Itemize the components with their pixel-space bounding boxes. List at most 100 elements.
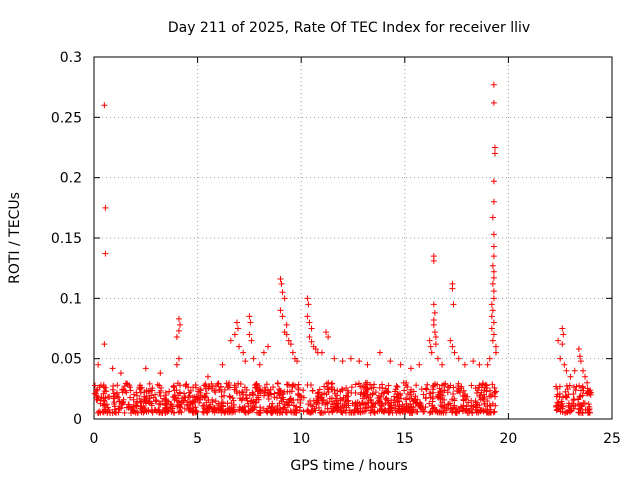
data-point xyxy=(177,390,184,397)
data-point xyxy=(229,394,236,401)
data-point xyxy=(573,383,580,390)
data-point xyxy=(239,388,246,395)
data-point xyxy=(308,325,315,332)
data-point xyxy=(348,409,355,416)
data-point xyxy=(426,409,433,416)
data-point xyxy=(178,409,185,416)
data-point xyxy=(355,380,362,387)
data-point xyxy=(204,373,211,380)
data-point xyxy=(295,391,302,398)
data-point xyxy=(352,381,359,388)
data-point xyxy=(325,409,332,416)
data-point xyxy=(456,389,463,396)
data-point xyxy=(247,319,254,326)
data-point xyxy=(141,408,148,415)
data-point xyxy=(376,349,383,356)
data-point xyxy=(431,309,438,316)
data-point xyxy=(168,401,175,408)
data-point xyxy=(404,383,411,390)
data-point xyxy=(587,391,594,398)
data-point xyxy=(311,405,318,412)
data-point xyxy=(318,409,325,416)
data-point xyxy=(102,384,109,391)
data-point xyxy=(490,178,497,185)
data-point xyxy=(246,313,253,320)
data-point xyxy=(579,367,586,374)
data-point xyxy=(362,400,369,407)
x-tick-label: 15 xyxy=(396,431,414,447)
data-point xyxy=(489,262,496,269)
data-point xyxy=(402,396,409,403)
data-point xyxy=(255,392,262,399)
data-point xyxy=(152,407,159,414)
data-point xyxy=(193,384,200,391)
data-point xyxy=(492,343,499,350)
data-point xyxy=(194,395,201,402)
data-point xyxy=(154,381,161,388)
data-point xyxy=(252,399,259,406)
data-point xyxy=(325,379,332,386)
data-point xyxy=(292,382,299,389)
data-point xyxy=(117,370,124,377)
data-point xyxy=(370,409,377,416)
data-point xyxy=(328,381,335,388)
data-point xyxy=(190,408,197,415)
data-point xyxy=(333,400,340,407)
data-point xyxy=(227,393,234,400)
data-point xyxy=(120,396,127,403)
data-point xyxy=(94,396,101,403)
data-point xyxy=(459,407,466,414)
data-point xyxy=(434,381,441,388)
data-point xyxy=(95,361,102,368)
data-point xyxy=(486,393,493,400)
data-point xyxy=(166,388,173,395)
data-point xyxy=(418,403,425,410)
data-point xyxy=(561,361,568,368)
data-point xyxy=(118,400,125,407)
data-point xyxy=(101,102,108,109)
data-point xyxy=(267,386,274,393)
data-point xyxy=(300,394,307,401)
data-point xyxy=(145,398,152,405)
data-point xyxy=(571,367,578,374)
data-point xyxy=(125,404,132,411)
data-point xyxy=(395,398,402,405)
data-point xyxy=(319,400,326,407)
data-point xyxy=(294,358,301,365)
x-tick-label: 0 xyxy=(90,431,99,447)
data-point xyxy=(175,315,182,322)
data-point xyxy=(304,408,311,415)
data-point xyxy=(197,387,204,394)
data-point xyxy=(410,397,417,404)
y-tick-label: 0.1 xyxy=(60,291,82,307)
data-point xyxy=(137,382,144,389)
data-point xyxy=(445,401,452,408)
data-point xyxy=(351,407,358,414)
data-point xyxy=(102,204,109,211)
data-point xyxy=(304,295,311,302)
data-point xyxy=(246,407,253,414)
data-point xyxy=(449,343,456,350)
data-point xyxy=(490,288,497,295)
data-point xyxy=(451,397,458,404)
axis-ticks: 0 5 10 15 20 25 0 0.05 0.1 0.15 0.2 0.25 0.3 xyxy=(51,50,621,447)
data-point xyxy=(248,337,255,344)
data-point xyxy=(239,396,246,403)
data-point xyxy=(173,387,180,394)
data-point xyxy=(461,361,468,368)
x-tick-label: 10 xyxy=(292,431,310,447)
data-point xyxy=(325,333,332,340)
data-point xyxy=(119,399,126,406)
data-point xyxy=(450,391,457,398)
data-point xyxy=(431,404,438,411)
data-point xyxy=(211,409,218,416)
data-point xyxy=(489,280,496,287)
data-point xyxy=(579,392,586,399)
data-point xyxy=(158,385,165,392)
data-point xyxy=(314,397,321,404)
data-point xyxy=(468,382,475,389)
data-point xyxy=(157,392,164,399)
data-point xyxy=(432,333,439,340)
data-point xyxy=(455,355,462,362)
